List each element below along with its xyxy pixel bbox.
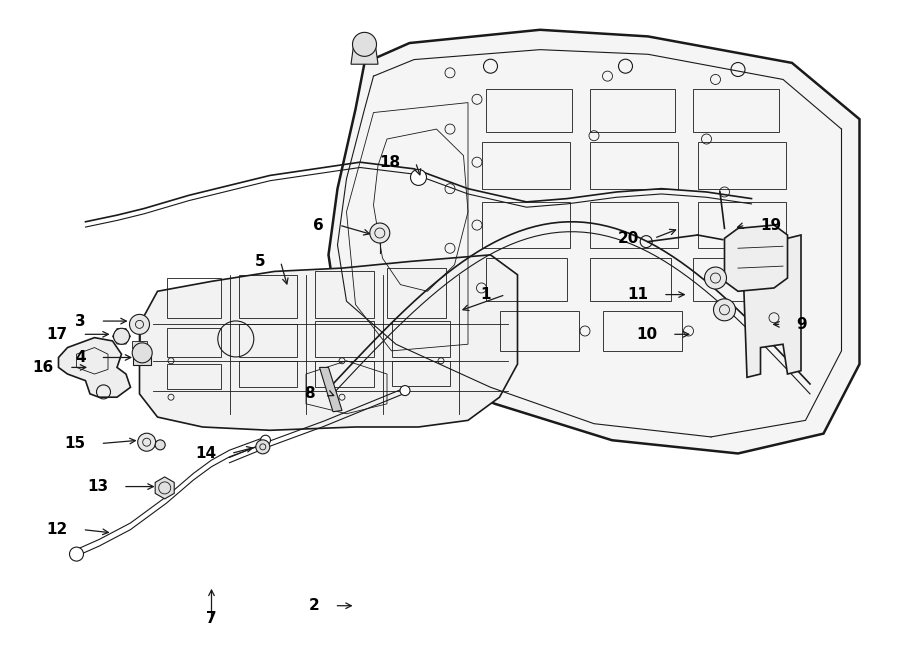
Circle shape bbox=[400, 385, 410, 396]
Polygon shape bbox=[155, 477, 175, 499]
Circle shape bbox=[138, 433, 156, 451]
Text: 7: 7 bbox=[206, 612, 217, 626]
Text: 17: 17 bbox=[47, 327, 68, 342]
Circle shape bbox=[260, 435, 271, 446]
Circle shape bbox=[130, 314, 149, 334]
Text: 3: 3 bbox=[75, 314, 86, 328]
Text: 15: 15 bbox=[65, 436, 86, 451]
Text: 5: 5 bbox=[255, 254, 266, 269]
Circle shape bbox=[410, 169, 427, 185]
Text: 11: 11 bbox=[627, 287, 648, 302]
Polygon shape bbox=[140, 255, 518, 430]
Circle shape bbox=[714, 299, 735, 321]
Circle shape bbox=[705, 267, 726, 289]
Circle shape bbox=[113, 328, 130, 344]
Circle shape bbox=[370, 223, 390, 243]
Text: 4: 4 bbox=[75, 350, 86, 365]
Text: 13: 13 bbox=[87, 479, 108, 494]
Circle shape bbox=[353, 32, 376, 56]
Text: 14: 14 bbox=[195, 446, 216, 461]
Polygon shape bbox=[132, 341, 147, 348]
Circle shape bbox=[69, 547, 84, 561]
Polygon shape bbox=[320, 367, 342, 412]
Circle shape bbox=[155, 440, 166, 450]
Circle shape bbox=[256, 440, 270, 454]
Circle shape bbox=[132, 343, 152, 363]
Polygon shape bbox=[133, 356, 151, 365]
Text: 20: 20 bbox=[617, 231, 639, 246]
Polygon shape bbox=[58, 338, 130, 397]
Polygon shape bbox=[351, 44, 378, 64]
Text: 10: 10 bbox=[636, 327, 657, 342]
Text: 18: 18 bbox=[380, 155, 400, 169]
Text: 12: 12 bbox=[46, 522, 68, 537]
Text: 16: 16 bbox=[32, 360, 54, 375]
Polygon shape bbox=[112, 328, 130, 344]
Polygon shape bbox=[328, 30, 860, 453]
Text: 8: 8 bbox=[304, 387, 315, 401]
Text: 2: 2 bbox=[309, 598, 320, 613]
Text: 6: 6 bbox=[313, 218, 324, 232]
Text: 1: 1 bbox=[480, 287, 491, 302]
Polygon shape bbox=[742, 235, 801, 377]
Text: 9: 9 bbox=[796, 317, 807, 332]
Text: 19: 19 bbox=[760, 218, 781, 232]
Polygon shape bbox=[724, 225, 788, 291]
